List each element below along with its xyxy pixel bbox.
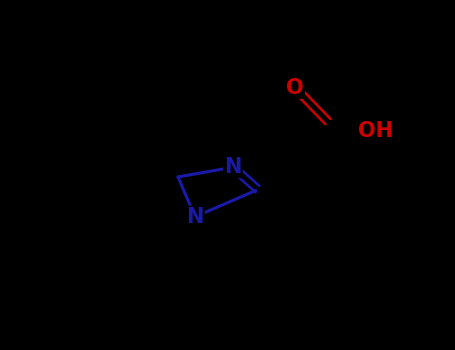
Text: N: N — [224, 157, 242, 177]
Text: OH: OH — [358, 121, 393, 141]
Text: O: O — [286, 78, 304, 98]
Text: N: N — [186, 207, 204, 227]
